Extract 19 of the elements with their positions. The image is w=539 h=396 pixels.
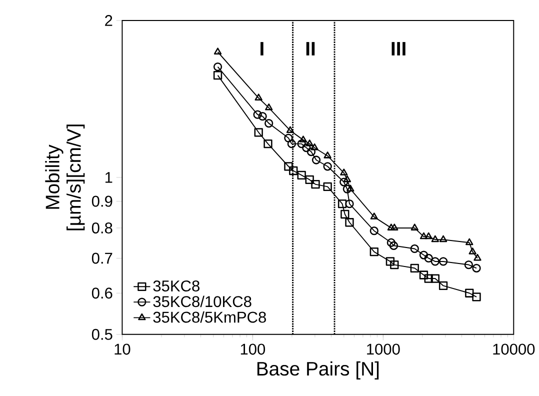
x-tick-label: 10 xyxy=(114,344,130,355)
legend-label: 35KC8/10KC8 xyxy=(153,296,252,308)
legend-label: 35KC8 xyxy=(153,280,200,292)
annotation: I xyxy=(260,42,264,56)
legend-label: 35KC8/5KmPC8 xyxy=(153,311,266,323)
y-axis-title: Mobility [µm/s][cm/V] xyxy=(45,124,85,230)
x-axis-title: Base Pairs [N] xyxy=(257,361,379,380)
y-tick-label: 0.9 xyxy=(92,196,112,207)
y-tick-label: 0.7 xyxy=(92,252,112,264)
annotation: III xyxy=(392,42,406,56)
x-tick-label: 10000 xyxy=(493,344,535,355)
annotation: II xyxy=(306,42,315,56)
y-tick-label: 1 xyxy=(105,172,112,183)
y-tick-label: 0.8 xyxy=(92,222,112,234)
x-tick-label: 1000 xyxy=(367,344,400,355)
y-tick-label: 0.6 xyxy=(92,288,112,299)
x-tick-label: 100 xyxy=(240,344,266,355)
y-tick-label: 2 xyxy=(105,15,112,26)
y-tick-label: 0.5 xyxy=(92,328,112,340)
